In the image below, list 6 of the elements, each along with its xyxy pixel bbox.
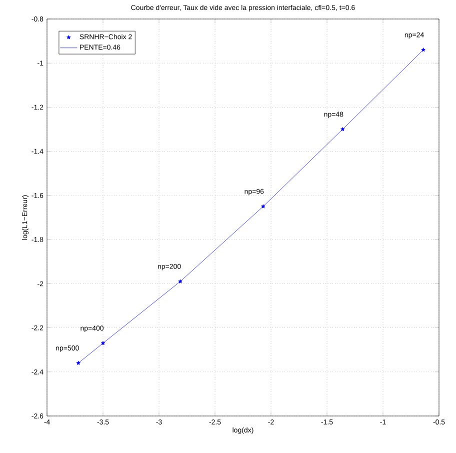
point <box>100 341 106 346</box>
point <box>261 204 266 208</box>
point <box>421 48 426 52</box>
point <box>76 360 80 365</box>
point <box>178 279 182 284</box>
point <box>340 127 345 132</box>
